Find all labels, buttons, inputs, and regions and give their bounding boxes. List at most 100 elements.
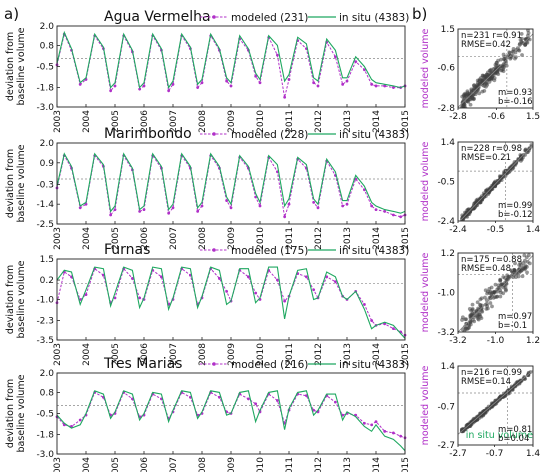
scatter-point xyxy=(468,102,473,107)
x-tick-label: 2014 xyxy=(372,343,382,366)
scatter-point xyxy=(492,78,497,83)
modeled-data-point xyxy=(383,84,387,88)
modeled-data-point xyxy=(131,277,134,280)
scatter-point xyxy=(484,188,488,193)
x-tick-label: 2003 xyxy=(53,110,63,133)
scatter-point xyxy=(463,317,468,322)
modeled-data-point xyxy=(142,84,146,88)
modeled-data-point xyxy=(312,81,316,85)
scatter-y-axis-label: modeled volume xyxy=(420,142,431,222)
modeled-data-point xyxy=(113,208,117,212)
scatter-point xyxy=(468,313,473,318)
scatter-point xyxy=(498,294,503,299)
scatter-points xyxy=(460,253,532,332)
scatter-point xyxy=(484,301,489,306)
legend: modeled (228) in situ (4383) xyxy=(200,129,409,141)
y-tick-label: 0.2 xyxy=(40,276,54,286)
in-situ-series-line xyxy=(56,152,406,214)
scatter-y-axis-label: modeled volume xyxy=(420,253,431,333)
modeled-data-point xyxy=(225,79,229,83)
x-tick-label: 2011 xyxy=(285,343,295,366)
scatter-x-tick-label: -2.8 xyxy=(449,112,467,122)
scatter-x-tick-label: -0.5 xyxy=(487,225,505,235)
modeled-data-point xyxy=(200,204,204,208)
regression-line xyxy=(458,370,533,435)
scatter-point xyxy=(501,57,506,61)
scatter-point xyxy=(519,263,523,268)
modeled-data-point xyxy=(225,290,229,293)
modeled-data-point xyxy=(254,402,258,406)
stats-intercept: b=-0.1 xyxy=(498,321,527,331)
modeled-data-point xyxy=(254,195,258,199)
scatter-y-axis-label: modeled volume xyxy=(420,366,431,446)
scatter-point xyxy=(478,200,483,205)
modeled-data-point xyxy=(383,322,387,326)
modeled-data-point xyxy=(392,431,395,435)
modeled-data-point xyxy=(113,84,117,88)
scatter-point xyxy=(486,192,491,197)
modeled-data-point xyxy=(283,215,287,219)
scatter-x-tick-label: -2.4 xyxy=(449,225,467,235)
scatter-point xyxy=(471,83,476,88)
legend-modeled-marker xyxy=(212,132,216,136)
scatter-point xyxy=(512,268,517,272)
modeled-data-point xyxy=(392,86,395,89)
modeled-data-point xyxy=(316,206,320,210)
scatter-point xyxy=(526,31,531,35)
scatter-point xyxy=(475,197,480,202)
regression-line xyxy=(458,255,533,332)
legend-modeled-label: modeled (216) xyxy=(231,359,308,371)
x-tick-label: 2015 xyxy=(401,227,411,250)
line-panel-4: Tres Marias modeled (216) in situ (4383) 2.… xyxy=(5,356,411,472)
y-tick-label: 2.0 xyxy=(40,139,55,149)
y-axis-label-line2: baseline volume xyxy=(16,260,27,338)
scatter-y-tick-label: -2.4 xyxy=(437,217,455,227)
scatter-point xyxy=(501,285,506,290)
scatter-point xyxy=(486,289,490,294)
modeled-data-point xyxy=(229,84,233,88)
modeled-data-point xyxy=(138,296,142,300)
x-tick-label: 2013 xyxy=(343,227,353,250)
x-tick-label: 2014 xyxy=(372,227,382,250)
modeled-data-point xyxy=(196,86,200,89)
legend-in-situ-label: in situ (4383) xyxy=(339,12,409,24)
scatter-point xyxy=(507,50,512,55)
scatter-point xyxy=(493,398,498,403)
scatter-point xyxy=(501,291,506,296)
scatter-y-tick-label: -0.5 xyxy=(437,178,455,188)
modeled-data-point xyxy=(316,84,320,88)
station-title: Marimbondo xyxy=(104,126,192,142)
modeled-data-point xyxy=(218,395,221,399)
modeled-data-point xyxy=(312,288,316,292)
modeled-data-point xyxy=(287,78,291,81)
plot-frame xyxy=(56,25,406,108)
scatter-point xyxy=(487,68,492,73)
x-tick-label: 2011 xyxy=(285,110,295,133)
x-tick-label: 2005 xyxy=(111,343,121,366)
station-title: Tres Marias xyxy=(103,356,182,372)
line-panel-1: Agua Vermelha modeled (231) in situ (4383)… xyxy=(5,9,411,133)
x-tick-label: 2009 xyxy=(227,227,237,250)
modeled-data-point xyxy=(341,82,345,86)
regression-line xyxy=(458,33,533,108)
scatter-point xyxy=(484,307,489,311)
x-tick-label: 2011 xyxy=(285,457,295,472)
x-tick-label: 2003 xyxy=(53,227,63,250)
stats-intercept: b=-0.16 xyxy=(498,97,533,107)
scatter-point xyxy=(493,282,498,287)
legend: modeled (216) in situ (4383) xyxy=(200,359,409,371)
x-tick-label: 2010 xyxy=(256,227,266,250)
modeled-data-point xyxy=(225,199,229,203)
scatter-point xyxy=(488,301,493,305)
scatter-point xyxy=(518,153,523,157)
in-situ-series-line xyxy=(56,390,406,452)
stats-rmse: RMSE=0.42 xyxy=(461,40,511,50)
scatter-point xyxy=(479,296,484,301)
legend: modeled (231) in situ (4383) xyxy=(200,12,409,24)
y-tick-label: -0.3 xyxy=(36,180,54,190)
stats-n-r: n=228 r=0.98 xyxy=(461,144,522,154)
station-title: Furnas xyxy=(104,242,150,258)
modeled-data-point xyxy=(78,206,82,210)
scatter-point xyxy=(482,84,487,88)
